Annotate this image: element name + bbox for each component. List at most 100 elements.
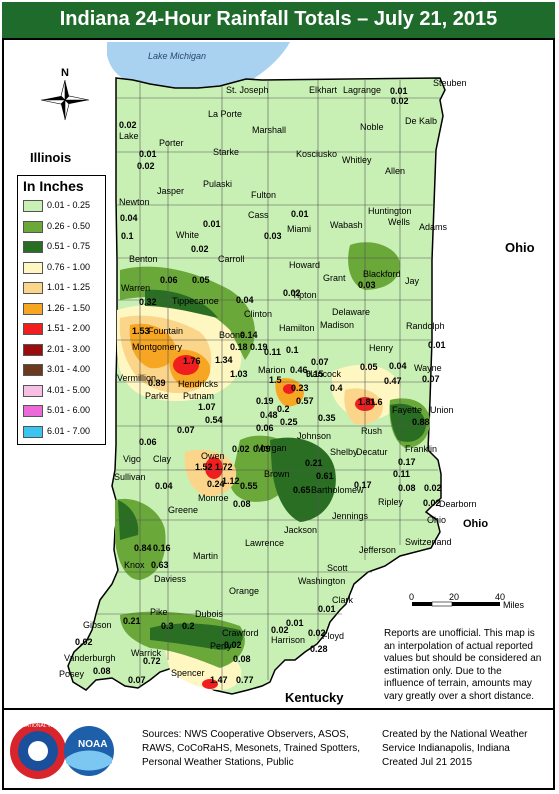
county-label: Lawrence: [245, 538, 284, 548]
state-label-ohio-south: Ohio: [463, 518, 488, 530]
rainfall-value: 0.25: [280, 417, 298, 427]
county-label: Ripley: [378, 497, 404, 507]
rainfall-value: 0.47: [384, 376, 402, 386]
county-label: Franklin: [405, 444, 437, 454]
rainfall-value: 0.23: [291, 383, 309, 393]
county-grid: [96, 80, 440, 690]
rainfall-value: 0.24: [207, 479, 225, 489]
rainfall-value: 0.61: [316, 471, 334, 481]
rainfall-value: 0.08: [233, 654, 251, 664]
legend-item: 3.01 - 4.00: [23, 363, 103, 378]
rainfall-value: 0.02: [424, 483, 442, 493]
rainfall-value: 1.47: [210, 675, 228, 685]
county-label: Randolph: [406, 321, 445, 331]
scale-tick-0: 0: [409, 592, 414, 602]
legend-swatch: [23, 261, 43, 274]
county-label: Sullivan: [114, 472, 146, 482]
county-label: Henry: [369, 343, 394, 353]
county-label: Posey: [59, 669, 85, 679]
rainfall-value: 0.07: [422, 374, 440, 384]
rainfall-value: 0.01: [390, 86, 408, 96]
zone-1.51-2.00-b: [205, 457, 223, 479]
county-label: Knox: [124, 560, 145, 570]
county-label: Crawford: [222, 628, 259, 638]
legend-label: 0.01 - 0.25: [47, 200, 91, 210]
noaa-logo-icon: NOAA: [64, 726, 114, 776]
county-label: Jay: [405, 276, 420, 286]
svg-text:N: N: [61, 67, 69, 79]
county-label: Blackford: [363, 269, 401, 279]
county-label: Floyd: [322, 631, 344, 641]
rainfall-value: 0.72: [143, 656, 161, 666]
county-label: Owen: [201, 451, 225, 461]
rainfall-value: 0.21: [123, 616, 141, 626]
rainfall-value: 0.18: [230, 342, 248, 352]
legend-label: 1.51 - 2.00: [47, 323, 91, 333]
county-label: Hancock: [306, 369, 342, 379]
rainfall-value: 0.1: [286, 345, 299, 355]
rainfall-value: 0.07: [177, 425, 195, 435]
legend-swatch: [23, 384, 43, 397]
county-label: Huntington: [368, 206, 412, 216]
county-label: Lagrange: [343, 85, 381, 95]
county-label: Delaware: [332, 307, 370, 317]
rainfall-value: 0.02: [75, 637, 93, 647]
legend-item: 4.01 - 5.00: [23, 384, 103, 399]
county-label: White: [176, 230, 199, 240]
rainfall-value: 0.28: [310, 644, 328, 654]
rainfall-value: 0.01: [139, 149, 157, 159]
rainfall-value: 0.09: [253, 444, 271, 454]
rainfall-value: 0.19: [250, 342, 268, 352]
rainfall-value: 0.19: [256, 396, 274, 406]
credit-text: Created by the National Weather Service …: [382, 729, 528, 768]
county-label: Wayne: [414, 363, 442, 373]
legend-swatch: [23, 302, 43, 315]
legend-item: 2.01 - 3.00: [23, 343, 103, 358]
rainfall-value: 1.34: [215, 355, 233, 365]
footer: NATIONAL WEATHER SERVICE NOAA Sources: N…: [2, 708, 555, 790]
county-label: Elkhart: [309, 85, 338, 95]
rainfall-value: 0.11: [393, 469, 410, 479]
rainfall-value: 0.21: [305, 458, 323, 468]
rainfall-value: 0.35: [318, 413, 336, 423]
rainfall-value: 0.02: [308, 628, 326, 638]
legend-label: 0.26 - 0.50: [47, 220, 91, 231]
legend-item: 1.51 - 2.00: [23, 322, 103, 337]
rainfall-value: 0.32: [139, 297, 157, 307]
map-area: Lake Michigan: [6, 42, 553, 710]
county-label: Martin: [193, 551, 218, 561]
rainfall-value: 0.17: [354, 480, 372, 490]
observation-layer: 0.010.020.020.010.020.040.10.010.020.030…: [75, 86, 446, 685]
legend-item: 0.51 - 0.75: [23, 240, 103, 255]
county-label: Tipton: [292, 290, 317, 300]
county-label: Porter: [159, 138, 184, 148]
county-label: De Kalb: [405, 116, 437, 126]
legend-label: 3.01 - 4.00: [47, 364, 91, 374]
county-label: Union: [430, 405, 454, 415]
rainfall-value: 0.16: [153, 543, 171, 553]
legend-swatch: [23, 364, 43, 376]
rainfall-value: 0.2: [182, 621, 195, 631]
county-label: Vanderburgh: [64, 653, 115, 663]
rainfall-value: 0.07: [311, 357, 329, 367]
rainfall-value: 0.54: [205, 415, 223, 425]
county-label: Tippecanoe: [172, 296, 219, 306]
legend-swatch: [23, 425, 43, 438]
county-label: Gibson: [83, 620, 112, 630]
rainfall-value: 0.07: [128, 675, 146, 685]
rainfall-value: 1.12: [222, 476, 240, 486]
county-label: Montgomery: [132, 342, 183, 352]
county-label: Steuben: [433, 78, 467, 88]
county-label: Jennings: [332, 511, 369, 521]
rainfall-value: 0.88: [412, 417, 430, 427]
scale-tick-20: 20: [449, 592, 459, 602]
logos: NATIONAL WEATHER SERVICE NOAA: [10, 723, 114, 779]
county-label: Boone: [219, 330, 245, 340]
rainfall-value: 1.52: [195, 462, 213, 472]
county-label: Jasper: [157, 186, 184, 196]
rainfall-value: 0.01: [203, 219, 221, 229]
legend-label: 4.01 - 5.00: [47, 384, 91, 395]
rainfall-value: 0.01: [318, 604, 336, 614]
map-title: Indiana 24-Hour Rainfall Totals – July 2…: [59, 8, 498, 30]
county-label: Perry: [210, 641, 232, 651]
